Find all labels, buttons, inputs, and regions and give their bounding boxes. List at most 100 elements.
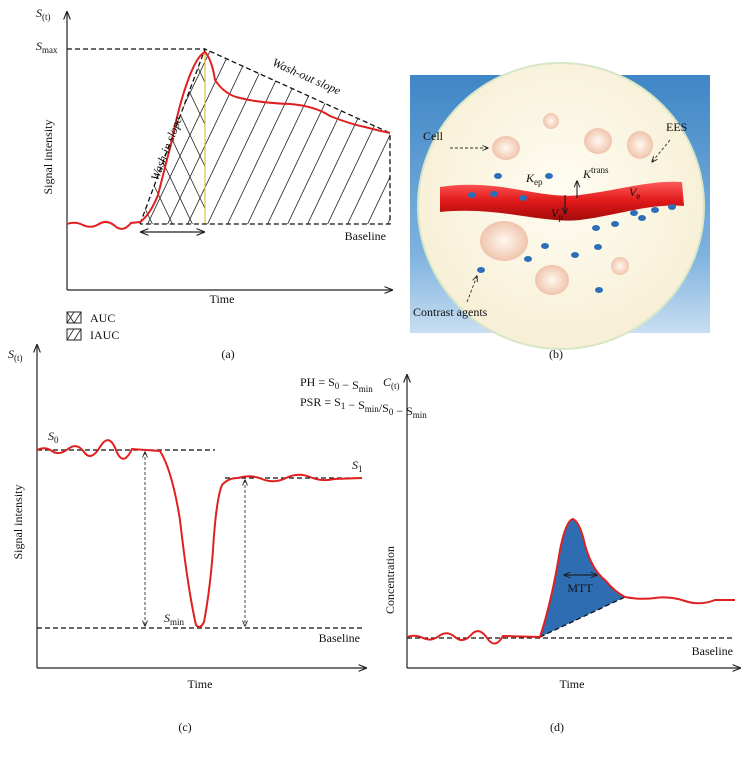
- text-part: −: [345, 398, 358, 412]
- contrast-label: Contrast agents: [413, 305, 488, 319]
- caption: (b): [549, 347, 563, 361]
- legend-label: AUC: [90, 311, 115, 325]
- text-part: K: [582, 167, 592, 181]
- smax-label: Smax: [36, 39, 58, 55]
- caption: (d): [550, 720, 564, 734]
- dot: [524, 256, 532, 262]
- dot: [494, 173, 502, 179]
- cell: [535, 265, 569, 295]
- dot: [651, 207, 659, 213]
- dot: [468, 192, 476, 198]
- y-label: Signal intensity: [11, 485, 25, 560]
- ktrans-label: Ktrans: [582, 165, 609, 181]
- dot: [638, 215, 646, 221]
- panel-b: Cell EES Kep Ktrans Vp Ve Contrast agent…: [410, 62, 710, 361]
- cell: [611, 257, 629, 275]
- subscript: ep: [534, 177, 543, 187]
- wash-out-label: Wash-out slope: [270, 55, 343, 98]
- baseline-label: Baseline: [692, 644, 733, 658]
- s1-label: S1: [352, 458, 363, 474]
- subscript: (t): [14, 353, 23, 363]
- y-label: Signal intensity: [41, 120, 55, 195]
- ph-formula: PH = S0 − Smin: [300, 375, 373, 394]
- dot: [594, 244, 602, 250]
- dot: [630, 210, 638, 216]
- y-symbol: C(t): [383, 375, 400, 391]
- smin-label: Smin: [164, 611, 185, 627]
- hatch-line: [140, 49, 181, 224]
- subscript: 1: [358, 464, 363, 474]
- dot: [477, 267, 485, 273]
- signal-curve: [66, 50, 391, 230]
- hatch-line: [359, 49, 390, 224]
- hatch-line: [219, 49, 321, 224]
- cell: [492, 136, 520, 160]
- cell-label: Cell: [423, 129, 444, 143]
- text-part: K: [525, 171, 535, 185]
- dot: [490, 191, 498, 197]
- cell: [543, 113, 559, 129]
- text-part: S: [406, 404, 413, 418]
- dot: [571, 252, 579, 258]
- x-label: Time: [560, 677, 585, 691]
- text-part: S: [36, 39, 42, 53]
- hatch-line: [179, 49, 281, 224]
- dot: [592, 225, 600, 231]
- hatch-line: [140, 49, 161, 224]
- text-part: −: [393, 404, 406, 418]
- wash-in-label: Wash-in slope: [148, 114, 185, 182]
- y-label: Concentration: [383, 546, 397, 614]
- subscript: 0: [54, 435, 59, 445]
- legend-hatch: [66, 328, 82, 341]
- hatch-line: [319, 49, 390, 224]
- psr-formula: PSR = S1 − Smin/S0 − Smin: [300, 395, 427, 420]
- subscript: min: [170, 617, 185, 627]
- text-part: V: [551, 206, 560, 220]
- text-part: PH =: [300, 375, 328, 389]
- legend-hatch: [66, 311, 82, 324]
- hatch-line: [140, 49, 201, 224]
- subscript: (t): [391, 381, 400, 391]
- text-part: S: [358, 398, 365, 412]
- dot: [541, 243, 549, 249]
- text-part: V: [629, 185, 638, 199]
- subscript: min: [365, 404, 380, 414]
- legend-swatch: [66, 311, 82, 324]
- superscript: trans: [591, 165, 609, 175]
- dot: [595, 287, 603, 293]
- text-part: S: [164, 611, 170, 625]
- subscript: max: [42, 45, 58, 55]
- contrast-dots: [468, 173, 676, 293]
- text-part: /: [379, 401, 383, 415]
- panel-c: S(t) PH = S0 − Smin PSR = S1 − Smin/S0 −…: [8, 345, 427, 734]
- text-part: C: [383, 375, 392, 389]
- text-part: S: [352, 378, 359, 392]
- hatch-line: [140, 49, 161, 224]
- caption: (a): [221, 347, 234, 361]
- subscript: 1: [341, 401, 346, 411]
- dot: [519, 195, 527, 201]
- hatch-line: [140, 49, 141, 224]
- y-symbol: S(t): [36, 6, 51, 22]
- subscript: min: [413, 410, 428, 420]
- text-part: S: [382, 401, 389, 415]
- vessel: [440, 181, 684, 221]
- hatch-line: [339, 49, 390, 224]
- cell: [584, 128, 612, 154]
- text-part: S: [8, 347, 14, 361]
- baseline-label: Baseline: [319, 631, 360, 645]
- slope-lines: [139, 48, 391, 225]
- subscript: 0: [335, 381, 340, 391]
- text-part: PSR =: [300, 395, 334, 409]
- concentration-curve: [406, 517, 735, 645]
- subscript: 0: [389, 407, 394, 417]
- baseline-label: Baseline: [345, 229, 386, 243]
- cell: [627, 131, 653, 159]
- legend-swatch: [66, 328, 82, 341]
- text-part: S: [48, 429, 54, 443]
- text-part: S: [334, 395, 341, 409]
- subscript: e: [636, 191, 640, 201]
- x-label: Time: [188, 677, 213, 691]
- subscript: p: [558, 212, 563, 222]
- text-part: S: [328, 375, 335, 389]
